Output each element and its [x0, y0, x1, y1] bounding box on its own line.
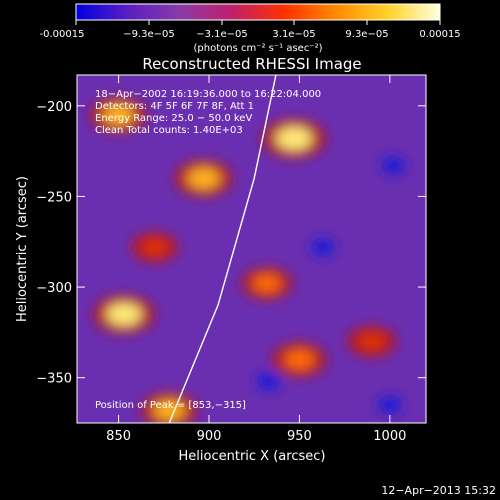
colorbar-ticks — [75, 20, 441, 25]
colorbar-tick-label: 0.00015 — [419, 29, 460, 40]
heatmap-source — [106, 302, 142, 326]
plot-frame — [76, 74, 427, 424]
heatmap-source — [252, 273, 282, 294]
heatmap-source — [275, 126, 312, 151]
colorbar — [75, 3, 441, 21]
x-axis-label: Heliocentric X (arcsec) — [179, 449, 326, 464]
heatmap-dark-spot — [381, 156, 406, 175]
timestamp-footer: 12−Apr−2013 15:32 — [381, 484, 496, 497]
heatmap-source — [284, 349, 315, 370]
chart-title: Reconstructed RHESSI Image — [142, 55, 361, 73]
heatmap-area — [77, 75, 426, 423]
colorbar-tick-label: -0.00015 — [40, 29, 85, 40]
colorbar-unit-label: (photons cm⁻² s⁻¹ asec⁻²) — [193, 43, 322, 54]
x-tick-label: 900 — [197, 429, 222, 444]
colorbar-tick-label: 3.1e−05 — [272, 29, 315, 40]
x-tick-label: 850 — [106, 429, 131, 444]
x-tick-label: 950 — [287, 429, 312, 444]
colorbar-tick-label: 9.3e−05 — [345, 29, 388, 40]
annotation-detectors: Detectors: 4F 5F 6F 7F 8F, Att 1 — [95, 101, 254, 112]
heatmap-dark-spot — [377, 395, 402, 414]
annotation-peak-position: Position of Peak = [853,−315] — [95, 400, 246, 411]
y-tick-label: −350 — [36, 372, 72, 387]
y-tick-label: −200 — [36, 100, 72, 115]
y-axis-label: Heliocentric Y (arcsec) — [15, 176, 30, 322]
heatmap-dark-spot — [256, 372, 281, 391]
colorbar-tick-label: −9.3e−05 — [123, 29, 175, 40]
heatmap-source — [141, 238, 168, 257]
heatmap-source — [358, 332, 386, 351]
heatmap-source — [102, 104, 135, 126]
solar-limb-line — [168, 75, 277, 423]
annotation-counts: Clean Total counts: 1.40E+03 — [95, 125, 243, 136]
y-tick-label: −300 — [36, 281, 72, 296]
annotation-energy-range: Energy Range: 25.0 − 50.0 keV — [95, 113, 252, 124]
y-tick-label: −250 — [36, 190, 72, 205]
colorbar-tick-label: −3.1e−05 — [196, 29, 248, 40]
annotation-time-range: 18−Apr−2002 16:19:36.000 to 16:22:04.000 — [95, 89, 321, 100]
heatmap-dark-spot — [310, 238, 335, 257]
heatmap-source — [187, 167, 220, 190]
x-tick-label: 1000 — [373, 429, 406, 444]
